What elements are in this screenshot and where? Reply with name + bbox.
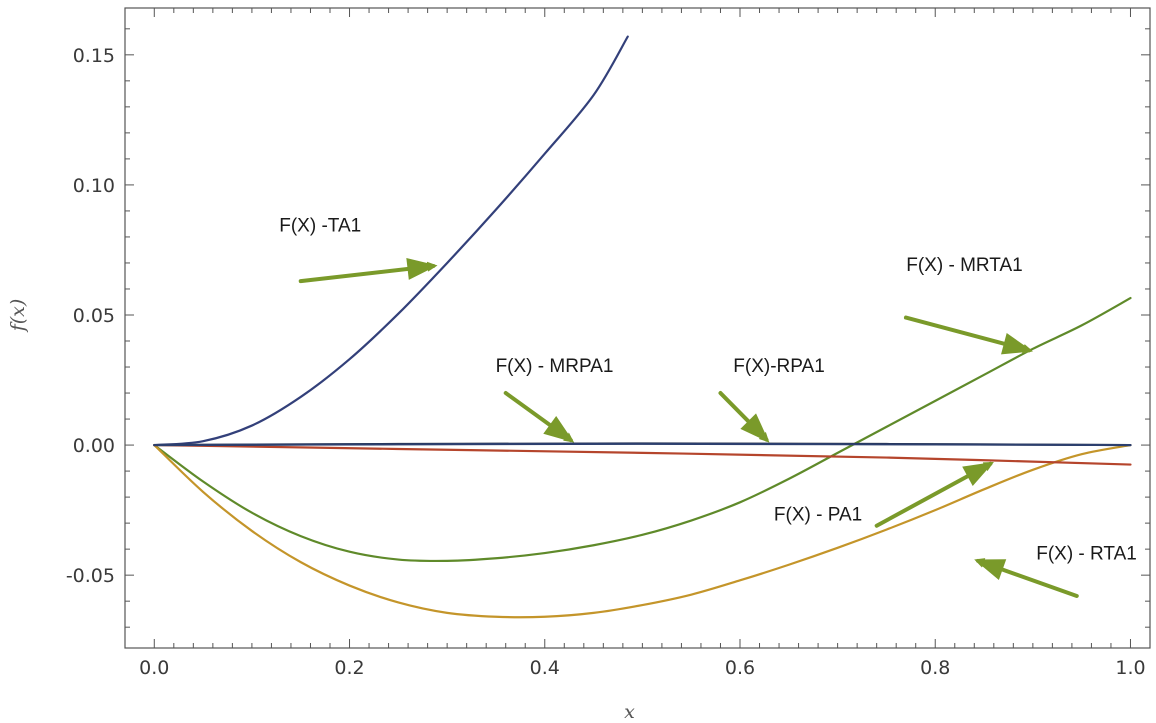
x-tick-label: 0.6 <box>725 657 755 679</box>
series-line-1 <box>153 35 629 447</box>
y-tick-label: 0.00 <box>73 435 115 457</box>
annotation-label: F(X) - MRTA1 <box>906 255 1022 276</box>
annotation-arrowhead <box>962 461 994 486</box>
annotation-label: F(X)-RPA1 <box>733 356 824 377</box>
tick-labels: 0.0 0.2 0.4 0.6 0.8 1.0 -0.05 0.00 0.05 0.10 0.15 <box>66 45 1146 679</box>
series-layer <box>153 35 1132 619</box>
x-tick-label: 0.0 <box>139 657 169 679</box>
y-tick-label: 0.05 <box>73 305 115 327</box>
series-line-3 <box>153 443 1132 619</box>
series-line-4 <box>153 443 1132 466</box>
annotation-arrowhead <box>740 413 770 443</box>
y-tick-label: -0.05 <box>66 565 115 587</box>
annotation-label: F(X) - RTA1 <box>1036 544 1137 565</box>
y-tick-label: 0.15 <box>73 45 115 67</box>
annotation-label: F(X) - MRPA1 <box>496 356 614 377</box>
annotation-arrowhead <box>974 559 1007 580</box>
y-tick-label: 0.10 <box>73 175 115 197</box>
annotation-layer: F(X) -TA1 F(X) - MRTA1 F(X) - MRPA1 F(X)-RP… <box>279 216 1137 598</box>
tick-marks <box>125 8 1150 648</box>
x-tick-label: 0.8 <box>920 657 950 679</box>
annotation-label: F(X) -TA1 <box>279 216 361 237</box>
x-tick-label: 1.0 <box>1115 657 1145 679</box>
annotation-arrowhead <box>406 258 438 280</box>
annotation-arrowhead <box>1001 333 1033 355</box>
y-axis-label: f(x) <box>7 299 29 334</box>
annotation-arrowhead <box>543 415 575 443</box>
annotation-label: F(X) - PA1 <box>774 505 862 526</box>
x-tick-label: 0.4 <box>530 657 560 679</box>
series-line-2 <box>153 296 1132 563</box>
plot-frame <box>124 7 1151 649</box>
x-tick-label: 0.2 <box>334 657 364 679</box>
series-line-6 <box>153 442 1132 447</box>
x-axis-label: x <box>624 701 635 723</box>
